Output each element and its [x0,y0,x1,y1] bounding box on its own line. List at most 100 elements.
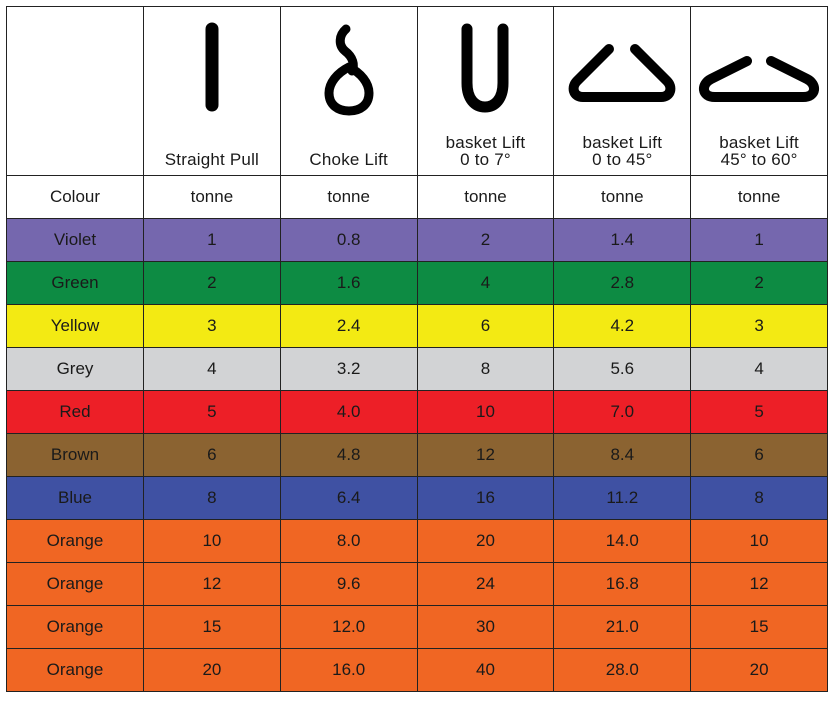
unit-label: tonne [553,175,692,219]
capacity-cell: 16.8 [553,562,692,606]
table-row: Orange 12 9.6 24 16.8 12 [6,562,828,606]
capacity-cell: 24 [416,562,555,606]
capacity-cell: 0.8 [279,218,418,262]
capacity-cell: 2.4 [279,304,418,348]
capacity-cell: 21.0 [553,605,692,649]
capacity-cell: 6.4 [279,476,418,520]
capacity-cell: 4.2 [553,304,692,348]
basket-60-icon [699,56,820,102]
colour-heading: Colour [6,175,144,219]
column-label: basket Lift 45° to 60° [719,133,799,169]
table-row: Grey 4 3.2 8 5.6 4 [6,347,828,391]
capacity-cell: 5 [690,390,828,434]
capacity-cell: 1 [143,218,281,262]
table-row: Orange 10 8.0 20 14.0 10 [6,519,828,563]
header-cell-basket-vertical: basket Lift 0 to 7° [416,6,555,176]
header-corner-cell [6,6,144,176]
capacity-cell: 9.6 [279,562,418,606]
capacity-cell: 1 [690,218,828,262]
capacity-cell: 12.0 [279,605,418,649]
colour-name-cell: Orange [6,605,144,649]
capacity-cell: 2 [416,218,555,262]
unit-label: tonne [143,175,281,219]
capacity-cell: 6 [416,304,555,348]
capacity-cell: 8 [143,476,281,520]
column-label: Choke Lift [309,150,388,169]
capacity-cell: 4.8 [279,433,418,477]
capacity-cell: 3 [143,304,281,348]
capacity-cell: 6 [143,433,281,477]
table-row: Blue 8 6.4 16 11.2 8 [6,476,828,520]
capacity-cell: 1.4 [553,218,692,262]
capacity-cell: 8.0 [279,519,418,563]
table-row: Yellow 3 2.4 6 4.2 3 [6,304,828,348]
capacity-cell: 28.0 [553,648,692,692]
capacity-cell: 2 [690,261,828,305]
table-row: Orange 20 16.0 40 28.0 20 [6,648,828,692]
unit-label: tonne [279,175,418,219]
capacity-cell: 8 [690,476,828,520]
colour-name-cell: Orange [6,562,144,606]
capacity-cell: 15 [143,605,281,649]
capacity-cell: 11.2 [553,476,692,520]
capacity-cell: 10 [690,519,828,563]
header-icon-row: Straight Pull Choke Lift [6,6,828,176]
capacity-cell: 5.6 [553,347,692,391]
unit-label: tonne [416,175,555,219]
table-row: Orange 15 12.0 30 21.0 15 [6,605,828,649]
colour-name-cell: Blue [6,476,144,520]
colour-name-cell: Yellow [6,304,144,348]
capacity-cell: 12 [416,433,555,477]
unit-label: tonne [690,175,828,219]
capacity-cell: 3 [690,304,828,348]
basket-vertical-icon [461,23,509,113]
capacity-cell: 6 [690,433,828,477]
colour-name-cell: Brown [6,433,144,477]
table-row: Green 2 1.6 4 2.8 2 [6,261,828,305]
capacity-cell: 2.8 [553,261,692,305]
capacity-cell: 3.2 [279,347,418,391]
table-row: Red 5 4.0 10 7.0 5 [6,390,828,434]
capacity-cell: 12 [143,562,281,606]
table-row: Violet 1 0.8 2 1.4 1 [6,218,828,262]
capacity-cell: 8 [416,347,555,391]
header-cell-basket-45: basket Lift 0 to 45° [553,6,692,176]
choke-lift-icon [324,24,374,116]
capacity-cell: 30 [416,605,555,649]
capacity-cell: 10 [143,519,281,563]
capacity-cell: 10 [416,390,555,434]
header-cell-choke-lift: Choke Lift [279,6,418,176]
capacity-cell: 4.0 [279,390,418,434]
straight-pull-icon [205,22,219,112]
capacity-cell: 16 [416,476,555,520]
capacity-cell: 16.0 [279,648,418,692]
capacity-cell: 4 [143,347,281,391]
colour-name-cell: Orange [6,519,144,563]
capacity-cell: 14.0 [553,519,692,563]
capacity-cell: 40 [416,648,555,692]
capacity-cell: 15 [690,605,828,649]
colour-name-cell: Orange [6,648,144,692]
basket-45-icon [568,44,676,102]
capacity-cell: 20 [143,648,281,692]
colour-name-cell: Grey [6,347,144,391]
lifting-capacity-table: Straight Pull Choke Lift [6,6,828,692]
table-body: Violet 1 0.8 2 1.4 1 Green 2 1.6 4 2.8 2 Yellow 3 2.4 6… [6,218,828,692]
capacity-cell: 5 [143,390,281,434]
capacity-cell: 12 [690,562,828,606]
capacity-cell: 8.4 [553,433,692,477]
colour-name-cell: Red [6,390,144,434]
column-label: basket Lift 0 to 45° [582,133,663,169]
capacity-cell: 2 [143,261,281,305]
colour-name-cell: Violet [6,218,144,262]
capacity-cell: 4 [416,261,555,305]
column-label: basket Lift 0 to 7° [445,133,526,169]
capacity-cell: 4 [690,347,828,391]
header-cell-straight-pull: Straight Pull [143,6,281,176]
capacity-cell: 20 [690,648,828,692]
header-cell-basket-60: basket Lift 45° to 60° [690,6,828,176]
capacity-cell: 1.6 [279,261,418,305]
capacity-cell: 7.0 [553,390,692,434]
capacity-cell: 20 [416,519,555,563]
table-row: Brown 6 4.8 12 8.4 6 [6,433,828,477]
